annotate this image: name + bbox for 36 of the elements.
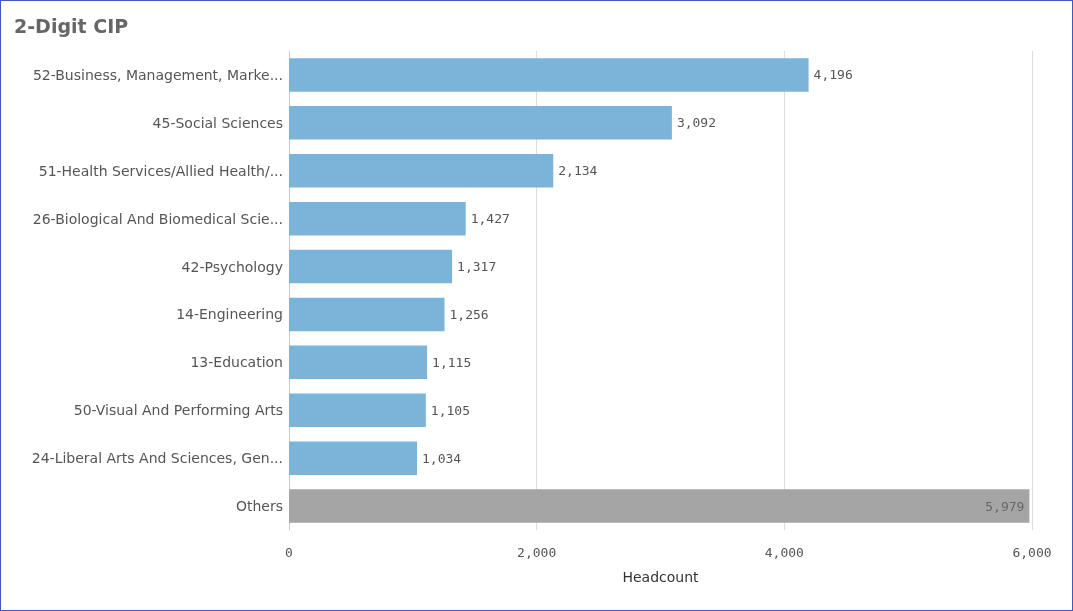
bar: [289, 297, 445, 332]
x-tick-label: 4,000: [764, 545, 804, 560]
bar: [289, 393, 426, 428]
data-label: 5,979: [985, 498, 1025, 514]
y-tick-label: 14-Engineering: [176, 306, 283, 323]
data-label: 1,115: [432, 354, 472, 370]
y-tick-label: 26-Biological And Biomedical Scie...: [32, 210, 283, 227]
bar: [289, 249, 453, 284]
data-label: 4,196: [813, 67, 853, 83]
x-tick-label: 6,000: [1012, 545, 1052, 560]
bar: [289, 489, 1030, 523]
data-label: 1,105: [430, 402, 470, 418]
data-label: 1,256: [449, 306, 489, 322]
data-label: 3,092: [676, 115, 717, 131]
y-tick-label: Others: [235, 498, 283, 515]
bar: [289, 201, 466, 236]
bar: [289, 345, 428, 380]
y-tick-label: 52-Business, Management, Marke...: [32, 66, 283, 83]
data-label: 1,034: [422, 450, 462, 466]
data-label: 1,427: [470, 211, 510, 227]
x-tick-label: 2,000: [517, 545, 557, 560]
y-tick-label: 50-Visual And Performing Arts: [73, 402, 283, 419]
x-axis-title: Headcount: [622, 569, 700, 585]
data-label: 2,134: [558, 163, 598, 179]
y-tick-label: 42-Psychology: [181, 258, 283, 275]
data-label: 1,317: [457, 259, 497, 275]
bar: [289, 106, 672, 140]
y-tick-label: 51-Health Services/Allied Health/...: [38, 162, 283, 179]
y-tick-label: 13-Education: [190, 354, 283, 371]
bar: [289, 58, 809, 92]
y-tick-label: 45-Social Sciences: [152, 114, 283, 131]
text: 2-Digit CIP: [14, 14, 129, 37]
bar: [289, 153, 554, 188]
bar: [289, 441, 418, 475]
x-tick-label: 0: [285, 545, 293, 560]
y-tick-label: 24-Liberal Arts And Sciences, Gen...: [31, 450, 283, 467]
